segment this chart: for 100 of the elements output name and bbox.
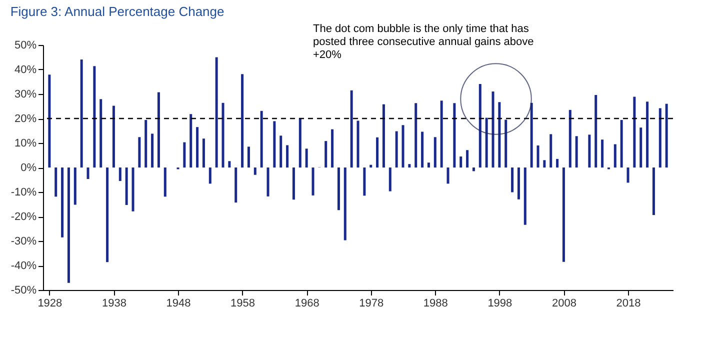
bar: [74, 168, 76, 205]
bar: [157, 92, 160, 168]
bar: [588, 134, 591, 168]
annotation: The dot com bubble is the only time that has posted three consecutive annual gains above +20%: [313, 23, 534, 61]
y-tick-label: -30%: [10, 236, 37, 248]
y-tick-label: 50%: [14, 40, 37, 52]
bar: [132, 168, 134, 212]
bar: [190, 114, 192, 168]
bar: [67, 168, 70, 283]
bar: [568, 110, 572, 168]
bar: [485, 118, 488, 168]
bar: [550, 134, 552, 168]
bar: [234, 168, 238, 203]
bar: [344, 168, 346, 240]
x-tick-label: 1928: [38, 298, 62, 310]
bar: [524, 168, 526, 225]
bar: [273, 121, 276, 168]
bar: [511, 168, 514, 192]
bar: [86, 168, 90, 180]
x-tick-label: 1988: [423, 298, 448, 310]
bar: [138, 137, 141, 168]
bar: [305, 148, 308, 168]
bar: [363, 168, 366, 196]
bar: [382, 104, 385, 168]
bar: [312, 168, 314, 196]
bar: [376, 137, 379, 168]
bar: [208, 168, 212, 184]
bar: [620, 120, 623, 168]
x-tick-label: 2018: [616, 298, 641, 310]
bar: [633, 96, 636, 168]
bar: [324, 141, 328, 168]
bar: [144, 120, 148, 168]
bar: [460, 156, 462, 168]
x-tick-label: 1998: [488, 298, 512, 310]
bar: [125, 168, 128, 205]
bar: [228, 161, 231, 168]
bar: [196, 127, 199, 168]
bar: [594, 94, 598, 168]
x-tick-label: 1938: [102, 298, 126, 310]
bar: [575, 136, 578, 168]
bar: [112, 106, 115, 168]
bar: [292, 168, 295, 200]
bar: [80, 59, 83, 168]
bar: [421, 132, 424, 168]
bar: [646, 102, 649, 168]
bar: [202, 138, 205, 168]
bar: [388, 168, 392, 192]
bar: [183, 142, 186, 168]
x-tick-label: 1948: [166, 298, 191, 310]
y-tick-label: 30%: [14, 88, 37, 100]
bar: [286, 145, 289, 168]
x-tick-label: 2008: [552, 298, 576, 310]
bar: [331, 129, 334, 168]
bar: [556, 158, 559, 168]
bar: [241, 74, 244, 168]
x-tick-label: 1978: [359, 298, 384, 310]
bar: [247, 146, 250, 168]
bar: [100, 99, 102, 168]
bar: [298, 118, 302, 168]
bar: [517, 168, 520, 200]
bar: [498, 102, 501, 168]
bar: [614, 144, 616, 168]
bar: [395, 131, 398, 168]
bar: [106, 168, 109, 262]
bar: [446, 168, 450, 184]
bar: [215, 57, 218, 168]
bar: [543, 160, 546, 168]
bar: [440, 100, 443, 168]
bar: [466, 150, 469, 168]
bar: [350, 90, 353, 168]
bar: [93, 66, 96, 168]
bar: [504, 120, 508, 168]
bar: [370, 164, 372, 168]
bar: [472, 168, 475, 172]
bar: [414, 103, 418, 168]
bar: [562, 168, 565, 262]
bar: [640, 128, 642, 168]
bar: [54, 168, 58, 197]
bar: [222, 102, 224, 168]
bar: [151, 134, 154, 168]
bar: [536, 145, 540, 168]
bar: [356, 120, 360, 168]
bar: [266, 168, 270, 196]
bar: [665, 104, 668, 168]
y-tick-label: -20%: [10, 211, 37, 223]
bar: [164, 168, 166, 197]
bar: [48, 74, 51, 168]
bar: [492, 92, 494, 168]
y-tick-label: 40%: [14, 64, 37, 76]
y-tick-label: -50%: [10, 284, 37, 296]
bar: [427, 162, 430, 168]
bar: [61, 168, 64, 238]
bar: [434, 137, 436, 168]
bar: [337, 168, 340, 210]
y-tick-label: 10%: [14, 138, 37, 150]
bar: [478, 84, 482, 168]
y-tick-label: 0%: [20, 162, 37, 174]
y-tick-label: -10%: [10, 186, 37, 198]
bar: [530, 102, 533, 168]
x-tick-label: 1958: [230, 298, 256, 310]
